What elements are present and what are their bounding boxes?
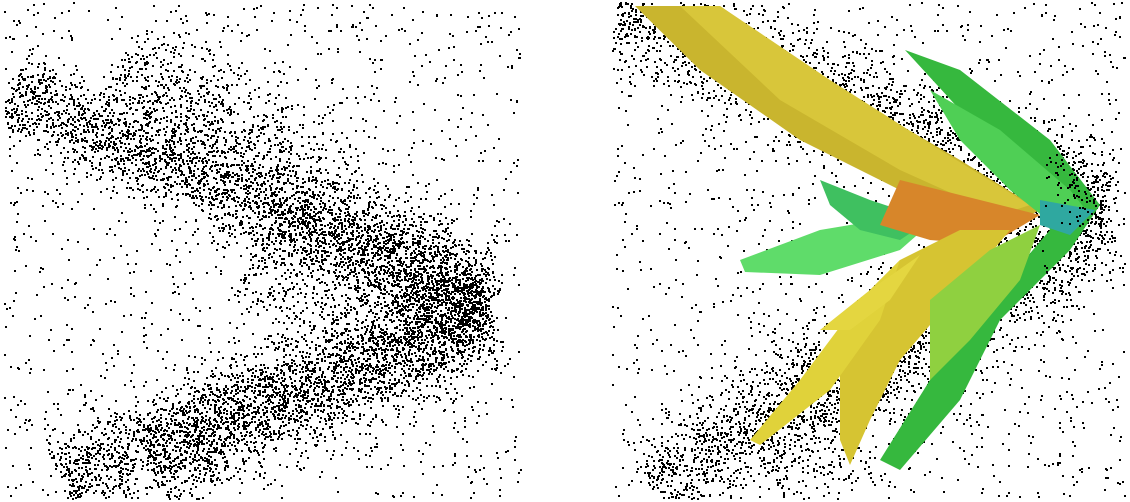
page: (() => { let s = 12345; const rnd = () =…	[0, 0, 1130, 502]
scene	[0, 0, 1130, 502]
